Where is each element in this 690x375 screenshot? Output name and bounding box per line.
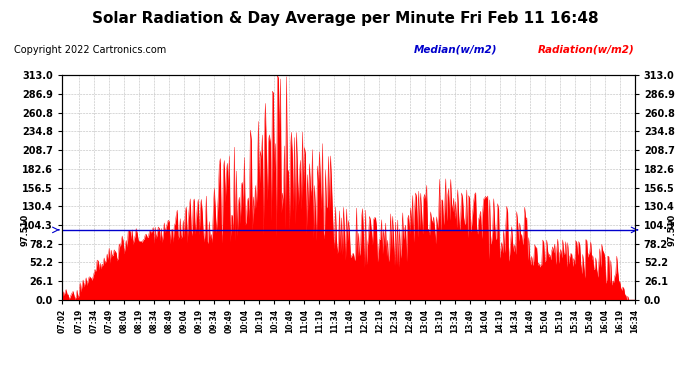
Text: Median(w/m2): Median(w/m2) bbox=[414, 45, 497, 55]
Text: Solar Radiation & Day Average per Minute Fri Feb 11 16:48: Solar Radiation & Day Average per Minute… bbox=[92, 11, 598, 26]
Text: 97.510: 97.510 bbox=[21, 214, 30, 246]
Text: Copyright 2022 Cartronics.com: Copyright 2022 Cartronics.com bbox=[14, 45, 166, 55]
Text: 97.510: 97.510 bbox=[667, 214, 676, 246]
Text: Radiation(w/m2): Radiation(w/m2) bbox=[538, 45, 635, 55]
